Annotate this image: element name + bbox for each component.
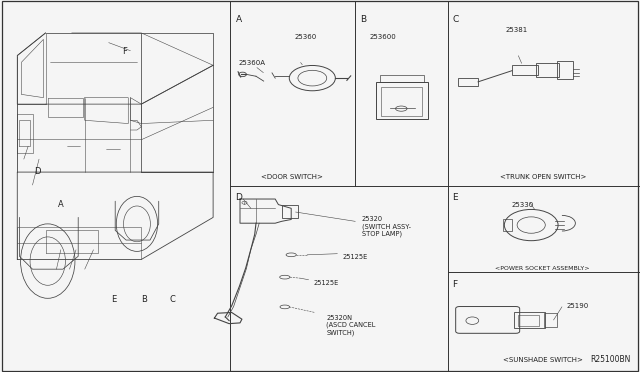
Text: 25360: 25360 (294, 34, 317, 40)
Bar (503, 219, 512, 231)
Text: B: B (360, 15, 366, 24)
Bar (557, 61, 573, 79)
Text: 25320N
(ASCD CANCEL
SWITCH): 25320N (ASCD CANCEL SWITCH) (326, 315, 376, 336)
Text: <DOOR SWITCH>: <DOOR SWITCH> (261, 174, 323, 180)
Text: <TRUNK OPEN SWITCH>: <TRUNK OPEN SWITCH> (500, 174, 586, 180)
Text: F: F (122, 47, 127, 56)
Text: E: E (452, 193, 458, 202)
Bar (458, 78, 478, 86)
Bar (282, 205, 298, 218)
Text: <SUNSHADE SWITCH>: <SUNSHADE SWITCH> (503, 357, 582, 363)
Text: 25381: 25381 (506, 27, 528, 33)
Bar (518, 315, 539, 326)
Text: C: C (170, 295, 176, 304)
Text: B: B (141, 295, 147, 304)
Bar (376, 82, 428, 119)
Text: A: A (58, 200, 63, 209)
Text: <POWER SOCKET ASSEMBLY>: <POWER SOCKET ASSEMBLY> (495, 266, 590, 271)
Bar (512, 65, 538, 75)
Text: D: D (236, 193, 243, 202)
Bar (514, 312, 545, 328)
Bar (544, 313, 557, 327)
Text: 25190: 25190 (566, 303, 589, 309)
Text: 25125E: 25125E (342, 254, 367, 260)
Text: R25100BN: R25100BN (590, 355, 630, 364)
Bar (380, 75, 424, 82)
Text: A: A (236, 15, 242, 24)
Bar (381, 87, 422, 116)
Text: D: D (34, 167, 40, 176)
Bar (536, 63, 559, 77)
Text: 25320
(SWITCH ASSY-
STOP LAMP): 25320 (SWITCH ASSY- STOP LAMP) (362, 217, 411, 237)
Text: F: F (452, 280, 458, 289)
Text: 253600: 253600 (370, 34, 397, 40)
Text: E: E (111, 295, 116, 304)
Text: C: C (452, 15, 459, 24)
Text: 25125E: 25125E (314, 280, 339, 286)
Text: 25360A: 25360A (239, 60, 266, 66)
Text: 25330: 25330 (512, 202, 534, 208)
